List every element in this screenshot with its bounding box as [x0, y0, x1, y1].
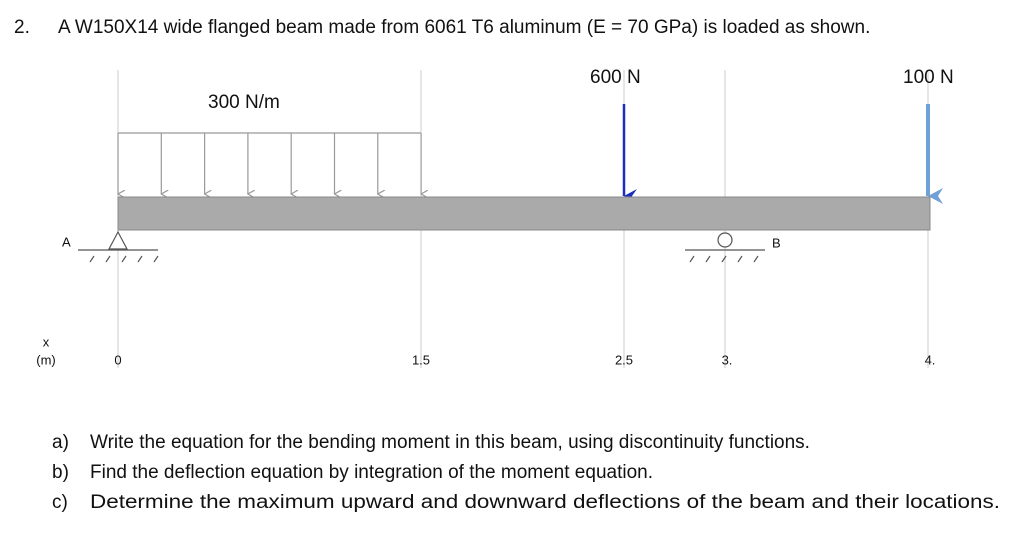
- axis-unit: (m): [36, 352, 56, 367]
- question-text: Determine the maximum upward and downwar…: [90, 492, 1000, 513]
- point-load-label: 600 N: [590, 67, 641, 88]
- distributed-load-label: 300 N/m: [208, 92, 280, 113]
- problem-number: 2.: [14, 17, 30, 38]
- axis-tick: 3.: [722, 352, 733, 367]
- beam: [117, 196, 931, 231]
- question-label: c): [52, 492, 68, 513]
- distributed-load: [118, 132, 421, 194]
- problem-text: A W150X14 wide flanged beam made from 60…: [58, 17, 870, 38]
- question-text: Find the deflection equation by integrat…: [90, 462, 653, 483]
- question-label: a): [52, 432, 69, 453]
- support-label: A: [62, 234, 71, 249]
- pin-support: [78, 230, 159, 263]
- axis-symbol: x: [43, 334, 50, 349]
- question-label: b): [52, 462, 69, 483]
- axis-tick: 0: [114, 352, 121, 367]
- question-text: Write the equation for the bending momen…: [90, 432, 810, 453]
- axis-tick: 1.5: [412, 352, 430, 367]
- axis-tick: 4.: [925, 352, 936, 367]
- axis-tick: 2.5: [615, 352, 633, 367]
- roller-support: [685, 232, 765, 263]
- support-label: B: [772, 235, 781, 250]
- point-load-label: 100 N: [903, 67, 954, 88]
